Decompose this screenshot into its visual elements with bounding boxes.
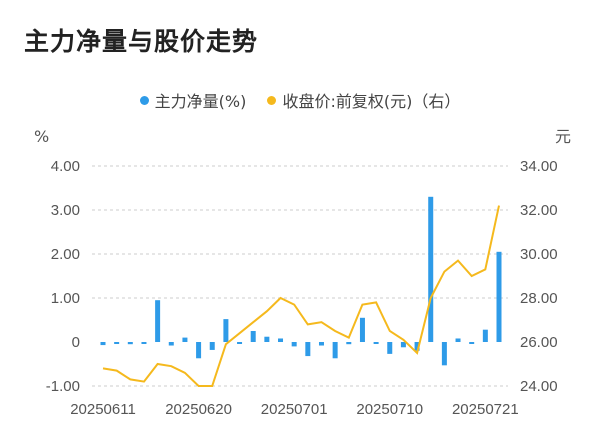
- x-tick-label: 20250611: [70, 401, 136, 418]
- net-volume-bar: [305, 342, 311, 357]
- x-tick-label: 20250710: [356, 401, 423, 418]
- right-tick-label: 34.00: [520, 158, 558, 175]
- left-tick-label: 2.00: [51, 246, 80, 263]
- right-tick-label: 30.00: [520, 246, 558, 263]
- x-axis-ticks: 20250611 20250620 20250701 20250710 20250721: [70, 401, 519, 418]
- net-volume-bar: [141, 342, 147, 344]
- x-tick-label: 20250721: [452, 401, 519, 418]
- right-tick-label: 24.00: [520, 378, 558, 395]
- net-volume-bar: [482, 329, 488, 342]
- net-volume-bar: [100, 342, 106, 346]
- x-tick-label: 20250701: [261, 401, 328, 418]
- left-tick-label: 0: [72, 334, 80, 351]
- net-volume-bar: [387, 342, 393, 354]
- net-volume-bar: [196, 342, 202, 359]
- net-volume-bar: [455, 338, 461, 342]
- net-volume-bar: [182, 337, 188, 342]
- net-volume-bar: [114, 342, 120, 344]
- net-volume-bar: [250, 331, 256, 342]
- chart-legend: 主力净量(%) 收盘价:前复权(元)（右）: [0, 88, 600, 112]
- left-tick-label: 3.00: [51, 202, 80, 219]
- legend-label-net-volume: 主力净量(%): [154, 92, 247, 111]
- left-axis-ticks: 4.00 3.00 2.00 1.00 0 -1.00: [46, 158, 80, 395]
- legend-label-close-price: 收盘价:前复权(元)（右）: [282, 92, 461, 111]
- net-volume-bar: [359, 317, 365, 342]
- net-volume-bar: [209, 342, 215, 350]
- legend-item-close-price[interactable]: 收盘价:前复权(元)（右）: [267, 88, 460, 112]
- net-volume-bar: [400, 342, 406, 348]
- left-tick-label: 1.00: [51, 290, 80, 307]
- net-volume-bar: [428, 196, 434, 342]
- net-volume-bar: [332, 342, 338, 359]
- right-axis-unit: 元: [555, 127, 571, 146]
- net-volume-bar: [291, 342, 297, 347]
- net-volume-bar: [127, 342, 133, 345]
- x-tick-label: 20250620: [165, 401, 232, 418]
- left-axis-unit: %: [34, 127, 49, 146]
- legend-item-net-volume[interactable]: 主力净量(%): [139, 88, 247, 112]
- right-tick-label: 32.00: [520, 202, 558, 219]
- left-tick-label: 4.00: [51, 158, 80, 175]
- net-volume-bar: [155, 300, 161, 342]
- net-volume-bar: [373, 342, 379, 344]
- net-volume-bar: [223, 319, 229, 342]
- chart-title: 主力净量与股价走势: [24, 27, 259, 56]
- net-volume-bar: [318, 342, 324, 346]
- close-price-line: [102, 205, 500, 387]
- legend-line-marker: [267, 95, 277, 105]
- net-volume-bar: [168, 342, 174, 346]
- net-volume-bar: [469, 342, 475, 344]
- net-volume-bar: [237, 342, 243, 344]
- net-volume-bar: [278, 338, 284, 342]
- legend-bar-marker: [139, 95, 149, 105]
- net-volume-bar: [346, 342, 352, 345]
- net-volume-bar: [414, 342, 420, 351]
- net-volume-bar: [496, 251, 502, 342]
- right-tick-label: 28.00: [520, 290, 558, 307]
- right-tick-label: 26.00: [520, 334, 558, 351]
- net-volume-bars: [100, 196, 502, 366]
- left-tick-label: -1.00: [46, 378, 80, 395]
- net-volume-bar: [441, 342, 447, 366]
- right-axis-ticks: 34.00 32.00 30.00 28.00 26.00 24.00: [520, 158, 558, 395]
- net-volume-bar: [264, 336, 270, 342]
